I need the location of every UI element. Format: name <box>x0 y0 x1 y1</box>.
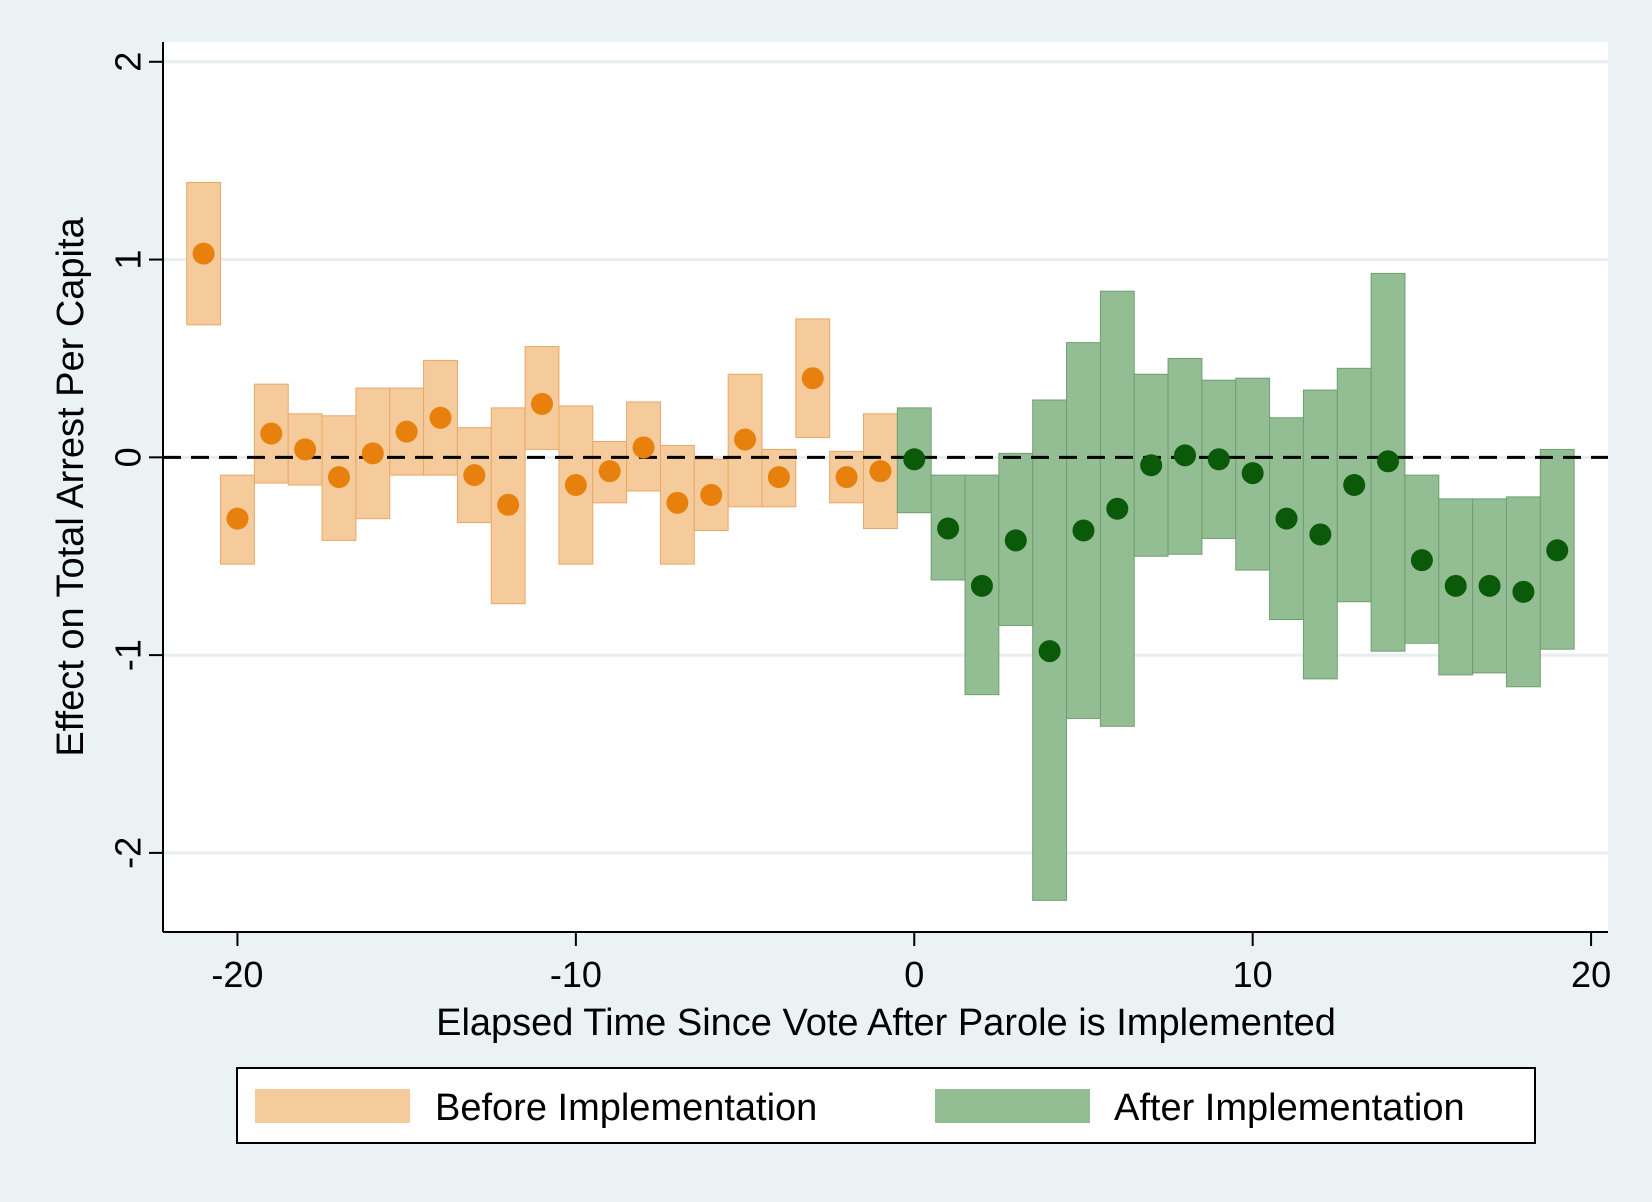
point-before <box>226 507 249 530</box>
point-after <box>1309 523 1332 546</box>
point-after <box>1512 580 1535 603</box>
point-before <box>294 438 317 461</box>
point-after <box>1106 497 1129 520</box>
point-before <box>531 392 554 415</box>
point-before <box>327 466 350 489</box>
x-tick-label: -20 <box>211 954 263 995</box>
point-before <box>869 460 892 483</box>
x-tick-label: -10 <box>550 954 602 995</box>
point-after <box>1173 444 1196 467</box>
point-before <box>632 436 655 459</box>
point-after <box>1207 448 1230 471</box>
point-before <box>429 406 452 429</box>
point-after <box>937 517 960 540</box>
point-before <box>192 242 215 265</box>
point-before <box>700 483 723 506</box>
point-estimates <box>192 242 1569 663</box>
x-tick-label: 0 <box>904 954 924 995</box>
point-before <box>361 442 384 465</box>
point-before <box>835 466 858 489</box>
point-after <box>1444 574 1467 597</box>
point-before <box>734 428 757 451</box>
point-after <box>1140 454 1163 477</box>
legend-box <box>236 1067 1536 1144</box>
point-after <box>1275 507 1298 530</box>
y-tick-label: -2 <box>108 837 149 869</box>
y-tick-label: -1 <box>108 639 149 671</box>
point-before <box>463 464 486 487</box>
point-after <box>1038 640 1061 663</box>
point-after <box>1241 462 1264 485</box>
point-before <box>564 474 587 497</box>
x-tick-label: 20 <box>1571 954 1611 995</box>
y-tick-label: 2 <box>108 52 149 72</box>
point-after <box>1377 450 1400 473</box>
point-before <box>666 491 689 514</box>
point-before <box>598 460 621 483</box>
point-after <box>903 448 926 471</box>
x-axis-title: Elapsed Time Since Vote After Parole is … <box>436 1002 1336 1044</box>
axes <box>162 42 1608 933</box>
point-before <box>260 422 283 445</box>
x-tick-label: 10 <box>1233 954 1273 995</box>
point-after <box>970 574 993 597</box>
point-after <box>1546 539 1569 562</box>
point-before <box>497 493 520 516</box>
point-after <box>1343 474 1366 497</box>
point-before <box>395 420 418 443</box>
y-tick-label: 0 <box>108 447 149 467</box>
point-after <box>1478 574 1501 597</box>
point-before <box>801 367 824 390</box>
ci-bar-before <box>389 387 425 476</box>
legend-swatch-after <box>935 1089 1090 1123</box>
ci-bar-after <box>1302 389 1338 680</box>
y-tick-label: 1 <box>108 250 149 270</box>
point-after <box>1072 519 1095 542</box>
ci-bar-after <box>930 474 966 581</box>
point-after <box>1004 529 1027 552</box>
ci-bar-before <box>355 387 391 520</box>
ci-bar-after <box>1032 399 1068 901</box>
point-after <box>1410 549 1433 572</box>
point-before <box>767 466 790 489</box>
legend-swatch-before <box>255 1089 410 1123</box>
legend-label-after: After Implementation <box>1114 1087 1465 1129</box>
legend: Before Implementation After Implementati… <box>236 1067 1536 1144</box>
legend-label-before: Before Implementation <box>435 1087 817 1129</box>
y-axis-title: Effect on Total Arrest Per Capita <box>50 216 92 756</box>
